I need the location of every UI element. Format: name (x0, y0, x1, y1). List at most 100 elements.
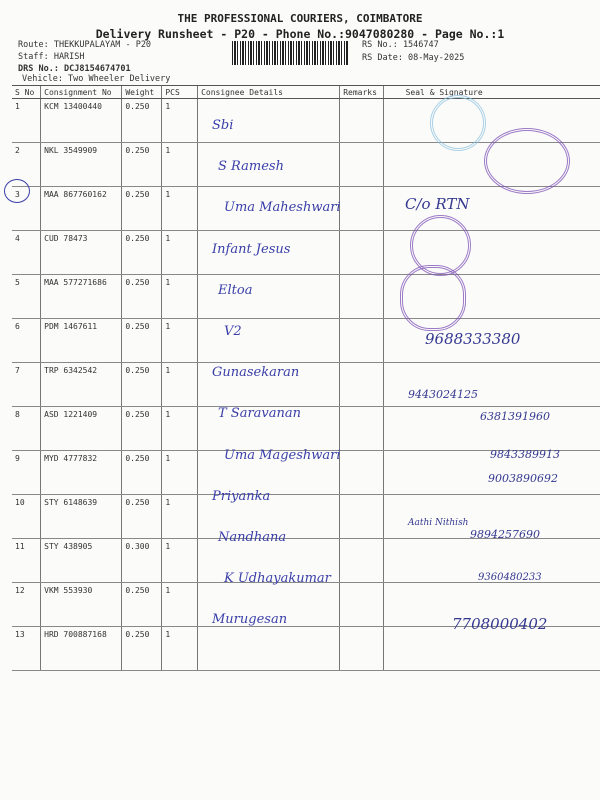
cell-sno: 9 (12, 450, 41, 495)
handwritten-signature-note: 9443024125 (408, 388, 478, 401)
cell-cn: MAA 867760162 (40, 186, 122, 231)
cell-empty (382, 406, 600, 451)
cell-pcs: 1 (161, 186, 198, 231)
cell-pcs: 1 (161, 362, 198, 407)
drs-number: DRS No.: DCJ8154674701 (18, 64, 131, 74)
cell-weight: 0.250 (121, 274, 162, 319)
handwritten-consignee: Priyanka (212, 488, 271, 504)
handwritten-consignee: Nandhana (218, 530, 287, 545)
cell-weight: 0.250 (121, 186, 162, 231)
handwritten-signature-note: 9843389913 (490, 448, 560, 461)
cell-pcs: 1 (161, 230, 198, 275)
column-header: Seal & Signature (382, 85, 600, 99)
cell-empty (197, 362, 340, 407)
cell-sno: 6 (12, 318, 41, 363)
cell-cn: HRD 700887168 (40, 626, 122, 671)
handwritten-consignee: V2 (224, 324, 242, 339)
cell-weight: 0.250 (121, 494, 162, 539)
handwritten-signature-note: 9894257690 (470, 528, 540, 541)
column-header: PCS (161, 85, 198, 99)
cell-cn: KCM 13400440 (40, 98, 122, 143)
cell-pcs: 1 (161, 318, 198, 363)
table-row: 4 CUD 78473 0.250 1 (12, 230, 600, 275)
cell-pcs: 1 (161, 494, 198, 539)
cell-sno: 8 (12, 406, 41, 451)
cell-sno: 12 (12, 582, 41, 627)
cell-sno: 5 (12, 274, 41, 319)
cell-empty (339, 186, 384, 231)
cell-weight: 0.250 (121, 230, 162, 275)
handwritten-consignee: Uma Maheshwari (224, 200, 341, 216)
cell-weight: 0.250 (121, 406, 162, 451)
cell-empty (339, 142, 384, 187)
cell-sno: 11 (12, 538, 41, 583)
cell-empty (197, 318, 340, 363)
handwritten-consignee: Sbi (212, 118, 234, 133)
handwritten-consignee: T Saravanan (218, 406, 302, 422)
cell-pcs: 1 (161, 142, 198, 187)
handwritten-consignee: K Udhayakumar (224, 571, 331, 587)
cell-empty (382, 362, 600, 407)
cell-empty (197, 626, 340, 671)
cell-cn: NKL 3549909 (40, 142, 122, 187)
cell-weight: 0.250 (121, 318, 162, 363)
cell-empty (339, 406, 384, 451)
cell-weight: 0.250 (121, 582, 162, 627)
stamp-seal (484, 128, 570, 194)
cell-sno: 7 (12, 362, 41, 407)
cell-cn: VKM 553930 (40, 582, 122, 627)
cell-pcs: 1 (161, 274, 198, 319)
handwritten-consignee: Uma Mageshwari (224, 447, 341, 463)
handwritten-consignee: Gunasekaran (212, 365, 300, 381)
cell-pcs: 1 (161, 626, 198, 671)
cell-empty (197, 98, 340, 143)
cell-empty (339, 362, 384, 407)
rs-date: RS Date: 08-May-2025 (362, 53, 465, 63)
cell-cn: TRP 6342542 (40, 362, 122, 407)
column-header: Consignment No (40, 85, 122, 99)
cell-empty (339, 230, 384, 275)
cell-empty (197, 230, 340, 275)
vehicle: Vehicle: Two Wheeler Delivery (22, 74, 171, 84)
cell-cn: MAA 577271686 (40, 274, 122, 319)
cell-weight: 0.250 (121, 626, 162, 671)
cell-empty (197, 450, 340, 495)
cell-empty (197, 186, 340, 231)
cell-empty (197, 582, 340, 627)
runsheet-subtitle: Delivery Runsheet - P20 - Phone No.:9047… (95, 27, 505, 41)
cell-weight: 0.250 (121, 362, 162, 407)
table-row: 12 VKM 553930 0.250 1 (12, 582, 600, 627)
cell-empty (197, 274, 340, 319)
circle-mark (4, 179, 30, 203)
cell-weight: 0.250 (121, 142, 162, 187)
handwritten-signature-note: 6381391960 (480, 410, 550, 423)
handwritten-consignee: S Ramesh (218, 159, 284, 175)
cell-empty (382, 626, 600, 671)
handwritten-consignee: Infant Jesus (212, 241, 291, 257)
handwritten-signature-note: 7708000402 (452, 615, 548, 633)
cell-empty (339, 318, 384, 363)
handwritten-signature-note: Aathi Nithish (408, 518, 469, 528)
table-row: 5 MAA 577271686 0.250 1 (12, 274, 600, 319)
handwritten-consignee: Murugesan (212, 612, 288, 628)
cell-empty (382, 538, 600, 583)
barcode (232, 41, 348, 65)
cell-empty (339, 274, 384, 319)
handwritten-signature-note: C/o RTN (405, 195, 470, 213)
table-row: 10 STY 6148639 0.250 1 (12, 494, 600, 539)
handwritten-signature-note: 9360480233 (478, 572, 542, 583)
column-header: S No (12, 85, 41, 99)
cell-empty (382, 98, 600, 143)
cell-empty (339, 494, 384, 539)
cell-sno: 10 (12, 494, 41, 539)
cell-sno: 13 (12, 626, 41, 671)
cell-pcs: 1 (161, 538, 198, 583)
cell-cn: MYD 4777832 (40, 450, 122, 495)
handwritten-signature-note: 9688333380 (425, 330, 521, 348)
cell-cn: PDM 1467611 (40, 318, 122, 363)
cell-pcs: 1 (161, 450, 198, 495)
cell-sno: 1 (12, 98, 41, 143)
table-row: 8 ASD 1221409 0.250 1 (12, 406, 600, 451)
table-row: 11 STY 438905 0.300 1 (12, 538, 600, 583)
company-title: THE PROFESSIONAL COURIERS, COIMBATORE (177, 12, 423, 25)
